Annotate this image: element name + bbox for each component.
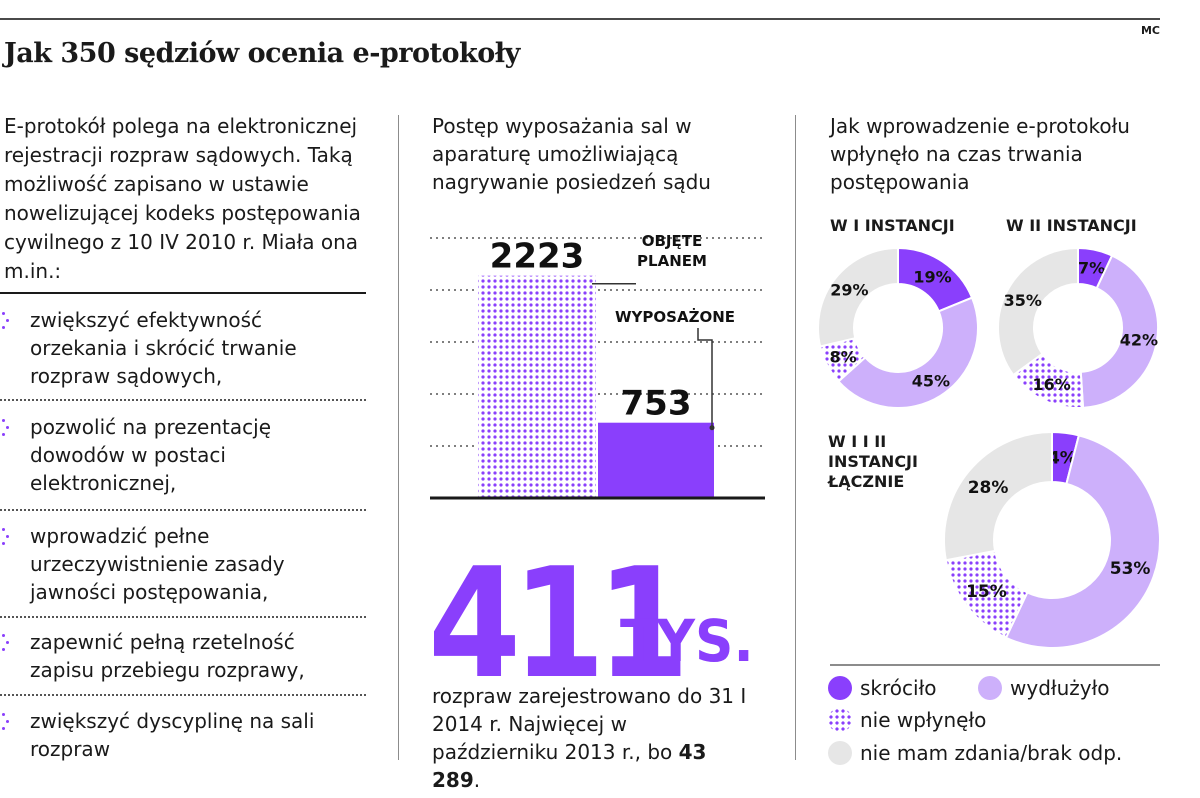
donut-heading: Jak wprowadzenie e-protokołu wpłynęło na… xyxy=(830,114,1130,194)
donut-title: W II INSTANCJI xyxy=(1006,216,1137,235)
legend-label: nie mam zdania/brak odp. xyxy=(860,741,1123,765)
legend-rule xyxy=(830,664,1160,666)
legend-swatch xyxy=(978,676,1002,700)
column-divider xyxy=(398,115,399,760)
donut-slice-label: 53% xyxy=(1110,559,1151,579)
stat-caption: rozpraw zarejestrowano do 31 I 2014 r. N… xyxy=(432,682,752,794)
donut-charts: 19% 45% 8% 29% 7% 42% 16% 35% 4% 53% 15% 28% xyxy=(817,246,1161,649)
list-item-text: wprowadzić pełne urzeczywistnienie zasad… xyxy=(30,524,285,604)
dot-marker-icon xyxy=(2,312,10,330)
donut-title: W I I II INSTANCJI ŁĄCZNIE xyxy=(828,432,918,491)
page-title: Jak 350 sędziów ocenia e-protokoły xyxy=(4,38,520,69)
donut-slice-label: 7% xyxy=(1078,258,1105,277)
divider xyxy=(0,616,366,618)
divider xyxy=(0,694,366,696)
stat-caption-bold: 43 289 xyxy=(432,740,707,792)
legend-item-no-opinion: nie mam zdania/brak odp. xyxy=(828,741,1168,767)
bar-chart-heading: Postęp wyposażania sal w aparaturę umożl… xyxy=(432,114,711,194)
donut-slice xyxy=(837,296,979,409)
donut-slice-label: 45% xyxy=(912,372,950,391)
stat-caption-end: . xyxy=(473,768,481,792)
list-item-text: pozwolić na prezentację dowodów w postac… xyxy=(30,415,271,495)
donut-group: 19% 45% 8% 29% 7% 42% 16% 35% 4% 53% 15% 28% xyxy=(817,246,1161,649)
legend-label: nie wpłynęło xyxy=(860,708,987,732)
legend-item-lengthened: wydłużyło xyxy=(978,676,1158,702)
donut-slice-label: 15% xyxy=(966,582,1007,602)
legend-item-no-effect: nie wpłynęło xyxy=(828,708,1048,734)
donut-slice-label: 29% xyxy=(830,281,868,300)
legend-label: skróciło xyxy=(860,676,937,700)
leader-dot xyxy=(709,425,715,431)
legend-swatch xyxy=(828,676,852,700)
legend-label: wydłużyło xyxy=(1010,676,1110,700)
donut-slice-label: 28% xyxy=(968,478,1009,498)
leader-line xyxy=(697,328,713,428)
list-item-text: zwiększyć efektywność orzekania i skróci… xyxy=(30,308,297,388)
donut-slice xyxy=(1004,434,1161,649)
bar-value-label: 753 xyxy=(621,384,692,424)
dot-marker-icon xyxy=(2,713,10,731)
donut-slice-label: 8% xyxy=(829,348,856,367)
bar-category-label: WYPOSAŻONE xyxy=(615,307,735,326)
bar-chart: 2223 753 OBJĘTE PLANEM WYPOSAŻONE xyxy=(430,232,765,500)
legend-swatch xyxy=(828,741,852,765)
legend-item-shortened: skróciło xyxy=(828,676,968,702)
dot-marker-icon xyxy=(2,528,10,546)
column-divider xyxy=(795,115,796,760)
legend-swatch xyxy=(828,708,852,732)
bar-2 xyxy=(598,422,714,498)
dot-marker-icon xyxy=(2,419,10,437)
donut-slice xyxy=(817,246,899,348)
bar-category-label: OBJĘTE PLANEM xyxy=(637,232,707,270)
donut-slice-label: 16% xyxy=(1032,375,1070,394)
donut-slice-label: 35% xyxy=(1004,291,1042,310)
donut-slice-label: 4% xyxy=(1048,449,1077,469)
stat-caption-text: rozpraw zarejestrowano do 31 I 2014 r. N… xyxy=(432,684,747,764)
intro-rule xyxy=(0,292,366,294)
big-stat-unit: TYS. xyxy=(620,607,754,675)
donut-slice xyxy=(943,430,1053,562)
dot-marker-icon xyxy=(2,634,10,652)
donut-slice-label: 42% xyxy=(1120,331,1158,350)
donut-title: W I INSTANCJI xyxy=(830,216,955,235)
list-item-text: zwiększyć dyscyplinę na sali rozpraw xyxy=(30,709,315,761)
top-rule xyxy=(0,18,1160,20)
donut-slice-label: 19% xyxy=(913,268,951,287)
bar-value-label: 2223 xyxy=(490,237,585,277)
credit: MC xyxy=(1140,24,1160,37)
list-item-text: zapewnić pełną rzetelność zapisu przebie… xyxy=(30,630,305,682)
donut-slice xyxy=(997,246,1079,377)
bar-marks: 2223 753 OBJĘTE PLANEM WYPOSAŻONE xyxy=(478,232,735,498)
big-stat-number: 411 xyxy=(428,535,690,712)
donut-slice xyxy=(1079,254,1159,409)
divider xyxy=(0,399,366,401)
divider xyxy=(0,509,366,511)
intro-text: E-protokół polega na elektronicznej reje… xyxy=(4,114,361,283)
bar-1 xyxy=(478,275,596,498)
